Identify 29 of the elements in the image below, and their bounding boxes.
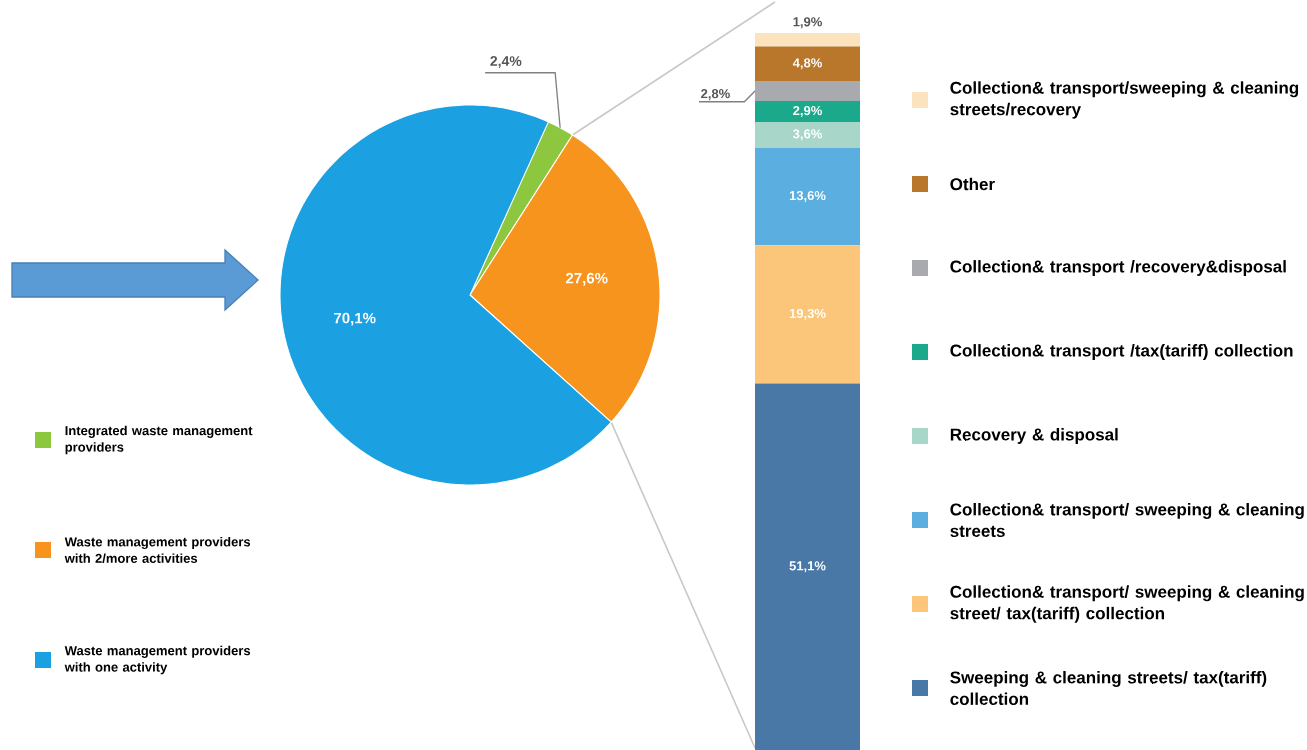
data-label: 2,9%	[793, 105, 822, 118]
legend-label: Collection& transport /recovery&disposal	[950, 260, 1286, 276]
bar	[755, 121, 860, 148]
bar	[755, 46, 860, 82]
data-label: 2,8%	[701, 89, 730, 101]
legend-label: Collection& transport/ sweeping & cleaning streets	[950, 502, 1304, 538]
bar	[755, 101, 860, 122]
data-label: 1,9%	[793, 17, 822, 29]
data-label: 27,6%	[566, 272, 608, 286]
legend-label: Waste management providers with one activity	[64, 645, 251, 675]
data-label: 70,1%	[334, 312, 376, 326]
legend-label: Recovery & disposal	[950, 428, 1118, 444]
data-label: 3,6%	[792, 129, 822, 141]
legend-label: Collection& transport/ sweeping & cleaning street/ tax(tariff) collection	[950, 585, 1304, 623]
legend-label: Collection& transport /tax(tariff) collection	[950, 344, 1293, 360]
data-label: 4,8%	[792, 58, 822, 70]
legend-label: Other	[950, 177, 995, 191]
bar	[755, 245, 860, 384]
legend-label: Collection& transport/sweeping & cleaning streets/recovery	[950, 81, 1299, 119]
bar	[755, 81, 860, 102]
data-label: 13,6%	[789, 190, 826, 203]
legend-label: Sweeping & cleaning streets/ tax(tariff) collection	[950, 670, 1267, 706]
bar	[755, 147, 860, 246]
data-label: 19,3%	[789, 308, 826, 320]
legend-label: Integrated waste management providers	[65, 425, 253, 455]
bar	[755, 32, 860, 47]
data-label: 51,1%	[789, 561, 826, 573]
data-label: 2,4%	[490, 56, 522, 69]
legend-label: Waste management providers with 2/more activities	[64, 536, 251, 564]
